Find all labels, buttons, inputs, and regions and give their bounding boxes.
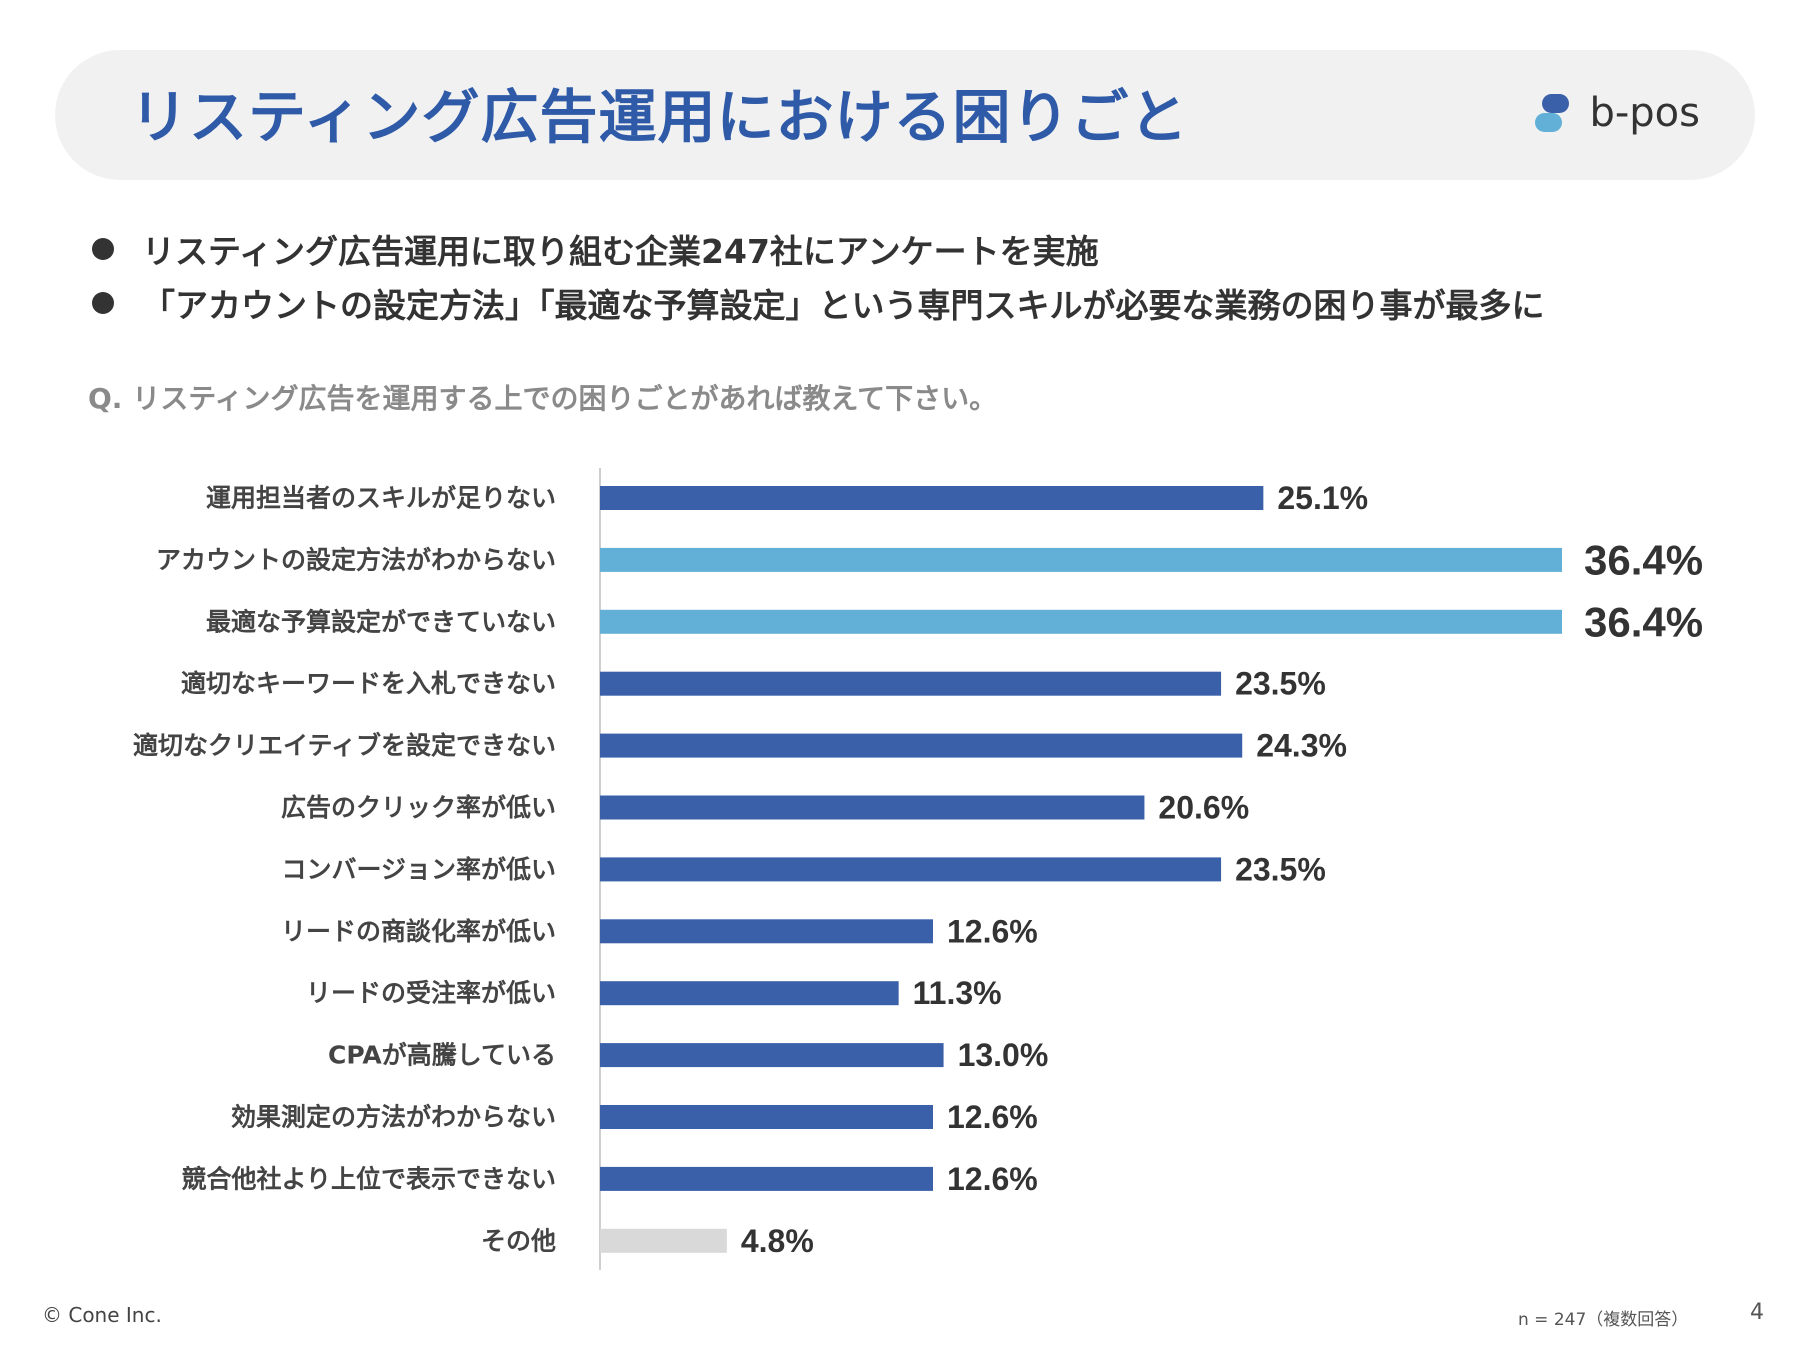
category-label: 運用担当者のスキルが足りない	[206, 484, 556, 513]
bar	[600, 547, 1562, 572]
category-label: 広告のクリック率が低い	[281, 793, 556, 822]
data-label: 36.4%	[1584, 536, 1703, 583]
bullet-item: 「アカウントの設定方法」「最適な予算設定」という専門スキルが必要な業務の困り事が…	[92, 276, 1742, 330]
category-label: CPAが高騰している	[328, 1041, 556, 1070]
bullet-dot-icon	[92, 238, 114, 260]
page-number: 4	[1750, 1300, 1764, 1325]
bar	[600, 981, 899, 1006]
data-label: 36.4%	[1584, 598, 1703, 645]
bar	[600, 671, 1222, 696]
data-label: 13.0%	[958, 1037, 1049, 1073]
data-label: 11.3%	[913, 975, 1002, 1011]
bullet-text: 「アカウントの設定方法」「最適な予算設定」という専門スキルが必要な業務の困り事が…	[142, 286, 1545, 325]
data-label: 4.8%	[741, 1223, 814, 1259]
bar	[600, 919, 933, 944]
bar	[600, 733, 1243, 758]
title-banner: リスティング広告運用における困りごと b-pos	[55, 50, 1755, 180]
data-label: 12.6%	[947, 1099, 1038, 1135]
data-label: 23.5%	[1235, 851, 1326, 887]
category-label: 最適な予算設定ができていない	[206, 607, 556, 636]
logo-text: b-pos	[1589, 90, 1700, 136]
category-label: アカウントの設定方法がわからない	[156, 545, 556, 574]
page-title: リスティング広告運用における困りごと	[130, 83, 1189, 151]
data-label: 24.3%	[1256, 728, 1347, 764]
bar	[600, 1043, 944, 1068]
data-label: 12.6%	[947, 913, 1038, 949]
category-label: リードの受注率が低い	[306, 979, 556, 1008]
brand-logo: b-pos	[1533, 90, 1700, 136]
bar	[600, 1166, 933, 1191]
data-label: 20.6%	[1158, 790, 1249, 826]
category-label: 競合他社より上位で表示できない	[181, 1164, 556, 1193]
summary-bullets: リスティング広告運用に取り組む企業247社にアンケートを実施 「アカウントの設定…	[92, 222, 1742, 330]
bar	[600, 1105, 933, 1129]
bullet-text: リスティング広告運用に取り組む企業247社にアンケートを実施	[142, 232, 1099, 271]
category-label: その他	[481, 1226, 556, 1255]
bullet-item: リスティング広告運用に取り組む企業247社にアンケートを実施	[92, 222, 1742, 276]
bar	[600, 1228, 727, 1253]
category-label: 効果測定の方法がわからない	[231, 1103, 556, 1132]
category-label: 適切なキーワードを入札できない	[181, 669, 556, 698]
category-label: 適切なクリエイティブを設定できない	[133, 731, 556, 760]
category-label: リードの商談化率が低い	[281, 917, 556, 946]
data-label: 25.1%	[1277, 480, 1368, 516]
category-label: コンバージョン率が低い	[281, 855, 556, 884]
bar	[600, 795, 1145, 820]
data-label: 12.6%	[947, 1161, 1038, 1197]
bar	[600, 609, 1562, 634]
bullet-dot-icon	[92, 292, 114, 314]
bar	[600, 857, 1222, 882]
b-pos-logo-icon	[1535, 94, 1570, 132]
sample-size-note: n = 247（複数回答）	[1518, 1310, 1689, 1330]
survey-question: Q. リスティング広告を運用する上での困りごとがあれば教えて下さい。	[88, 382, 998, 415]
data-label: 23.5%	[1235, 666, 1326, 702]
copyright: © Cone Inc.	[42, 1303, 162, 1327]
bar	[600, 486, 1264, 510]
